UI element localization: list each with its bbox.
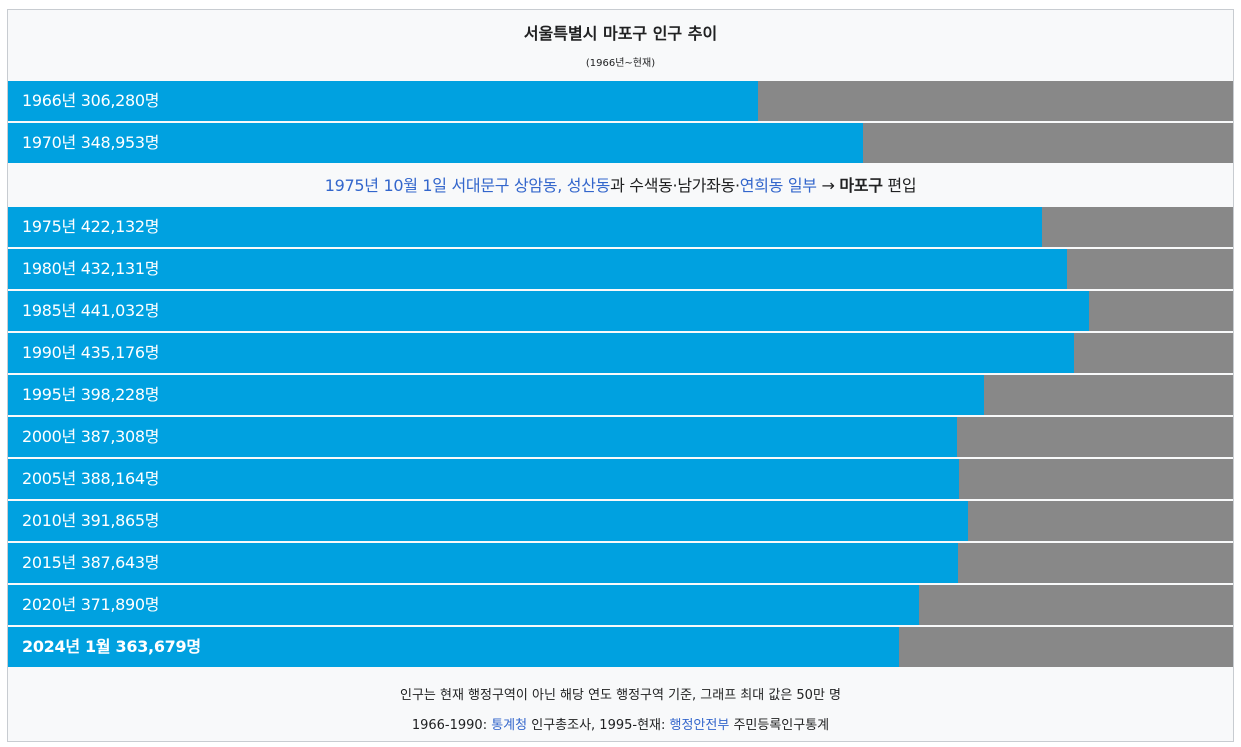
source-link-kostat[interactable]: 통계청	[491, 718, 528, 733]
footer-note: 인구는 현재 행정구역이 아닌 해당 연도 행정구역 기준, 그래프 최대 값은…	[399, 688, 842, 703]
population-bar	[8, 333, 1074, 373]
population-bar	[8, 249, 1067, 289]
bar-label: 1970년 348,953명	[22, 133, 160, 152]
bar-row: 2010년 391,865명	[8, 501, 1233, 541]
population-bar	[8, 375, 984, 415]
bar-row: 2020년 371,890명	[8, 585, 1233, 625]
chart-subtitle: (1966년~현재)	[585, 58, 656, 69]
bar-row: 1970년 348,953명	[8, 123, 1233, 163]
bar-row: 2024년 1월 363,679명	[8, 627, 1233, 667]
annexation-link-seodaemun[interactable]: 1975년 10월 1일 서대문구 상암동, 성산동	[324, 176, 611, 195]
population-chart-box: 서울특별시 마포구 인구 추이 (1966년~현재) 1966년 306,280…	[7, 9, 1234, 742]
source-text-2: 인구총조사, 1995-현재:	[527, 718, 670, 733]
population-bar	[8, 459, 959, 499]
source-text-3: 주민등록인구통계	[729, 718, 830, 733]
bar-label: 1966년 306,280명	[22, 91, 160, 110]
bar-row: 1985년 441,032명	[8, 291, 1233, 331]
source-text-1: 1966-1990:	[411, 718, 492, 733]
bar-row: 1990년 435,176명	[8, 333, 1233, 373]
bar-row: 2005년 388,164명	[8, 459, 1233, 499]
footer-source: 1966-1990: 통계청 인구총조사, 1995-현재: 행정안전부 주민등…	[8, 714, 1233, 733]
annexation-link-yeonhui[interactable]: 연희동 일부	[739, 176, 817, 195]
bar-row: 1975년 422,132명	[8, 207, 1233, 247]
population-bar	[8, 585, 919, 625]
bar-label: 2000년 387,308명	[22, 427, 160, 446]
population-bar	[8, 543, 958, 583]
chart-title: 서울특별시 마포구 인구 추이	[523, 24, 718, 43]
population-bar	[8, 291, 1089, 331]
bar-label: 1995년 398,228명	[22, 385, 160, 404]
source-link-mois[interactable]: 행정안전부	[669, 718, 730, 733]
population-bar	[8, 417, 957, 457]
population-bar	[8, 627, 899, 667]
bar-label: 1990년 435,176명	[22, 343, 160, 362]
bar-label: 1985년 441,032명	[22, 301, 160, 320]
population-bar	[8, 501, 968, 541]
annexation-arrow: →	[816, 176, 840, 195]
population-bar	[8, 123, 863, 163]
annexation-text: 과 수색동·남가좌동·	[610, 176, 740, 195]
bar-label: 2010년 391,865명	[22, 511, 160, 530]
bar-row: 1980년 432,131명	[8, 249, 1233, 289]
bar-row: 1966년 306,280명	[8, 81, 1233, 121]
bar-label: 2005년 388,164명	[22, 469, 160, 488]
bar-label: 2024년 1월 363,679명	[22, 637, 201, 656]
bar-label: 1975년 422,132명	[22, 217, 160, 236]
bar-row: 2000년 387,308명	[8, 417, 1233, 457]
annexation-note: 1975년 10월 1일 서대문구 상암동, 성산동과 수색동·남가좌동·연희동…	[8, 164, 1233, 208]
bar-label: 2020년 371,890명	[22, 595, 160, 614]
population-bar	[8, 207, 1042, 247]
annexation-suffix: 편입	[882, 176, 917, 195]
bar-label: 1980년 432,131명	[22, 259, 160, 278]
bar-row: 1995년 398,228명	[8, 375, 1233, 415]
bar-row: 2015년 387,643명	[8, 543, 1233, 583]
bar-label: 2015년 387,643명	[22, 553, 160, 572]
annexation-target: 마포구	[839, 176, 883, 195]
population-bar	[8, 81, 758, 121]
